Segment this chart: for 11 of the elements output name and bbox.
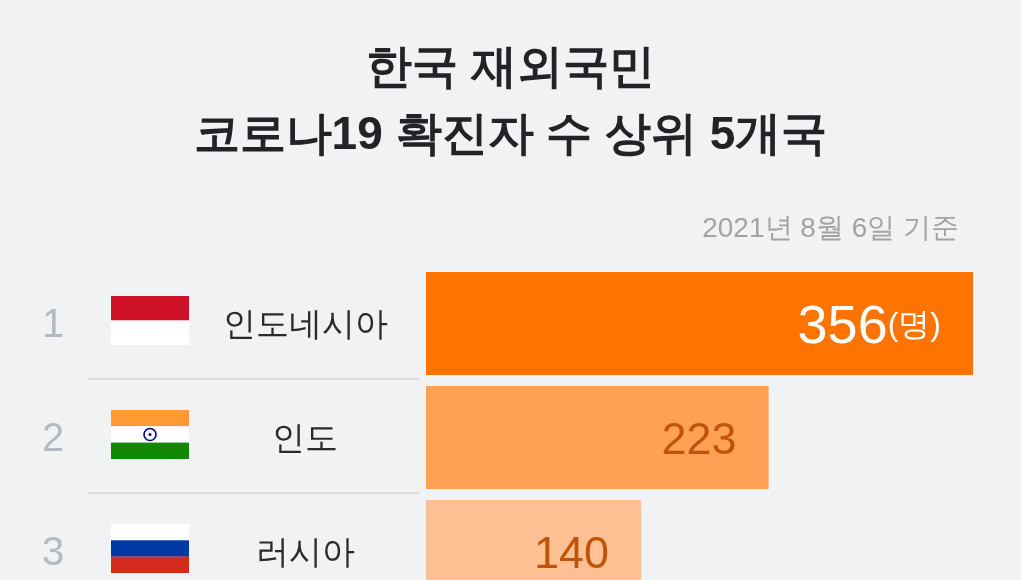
y-tick-label: 러시아 xyxy=(255,532,355,570)
data-label: 140 xyxy=(534,526,610,577)
text: 2 xyxy=(41,415,65,459)
text: 1 xyxy=(41,301,65,345)
chart-subtitle: 2021년 8월 6일 기준 xyxy=(702,211,959,245)
text: 3 xyxy=(41,529,65,573)
data-label: 223 xyxy=(661,412,737,463)
chart-title: 한국 재외국민 코로나19 확진자 수 상위 5개국 xyxy=(192,39,829,161)
y-tick-label: 인도네시아 xyxy=(222,304,388,342)
data-label: 356(명) xyxy=(797,293,941,354)
y-tick-label: 인도 xyxy=(272,418,338,456)
